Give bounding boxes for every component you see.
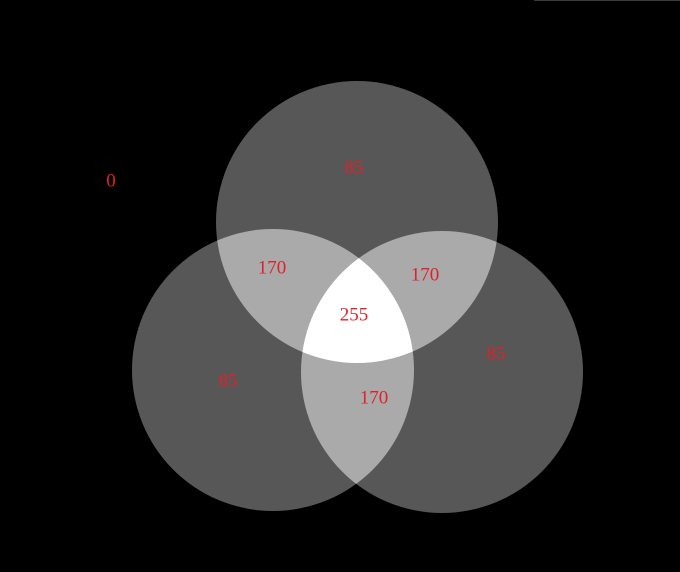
label-left-right: 170 (360, 387, 389, 408)
intersection-center-inner (301, 231, 414, 363)
label-right-only: 85 (487, 343, 506, 364)
label-top-only: 85 (345, 157, 364, 178)
label-top-right: 170 (411, 264, 440, 285)
label-center: 255 (340, 304, 369, 325)
intersection-center-outer (301, 231, 414, 363)
label-top-left: 170 (258, 257, 287, 278)
intersection-center (301, 231, 414, 363)
top-edge-strip (534, 0, 680, 1)
label-left-only: 85 (219, 370, 238, 391)
label-outside: 0 (106, 170, 116, 191)
